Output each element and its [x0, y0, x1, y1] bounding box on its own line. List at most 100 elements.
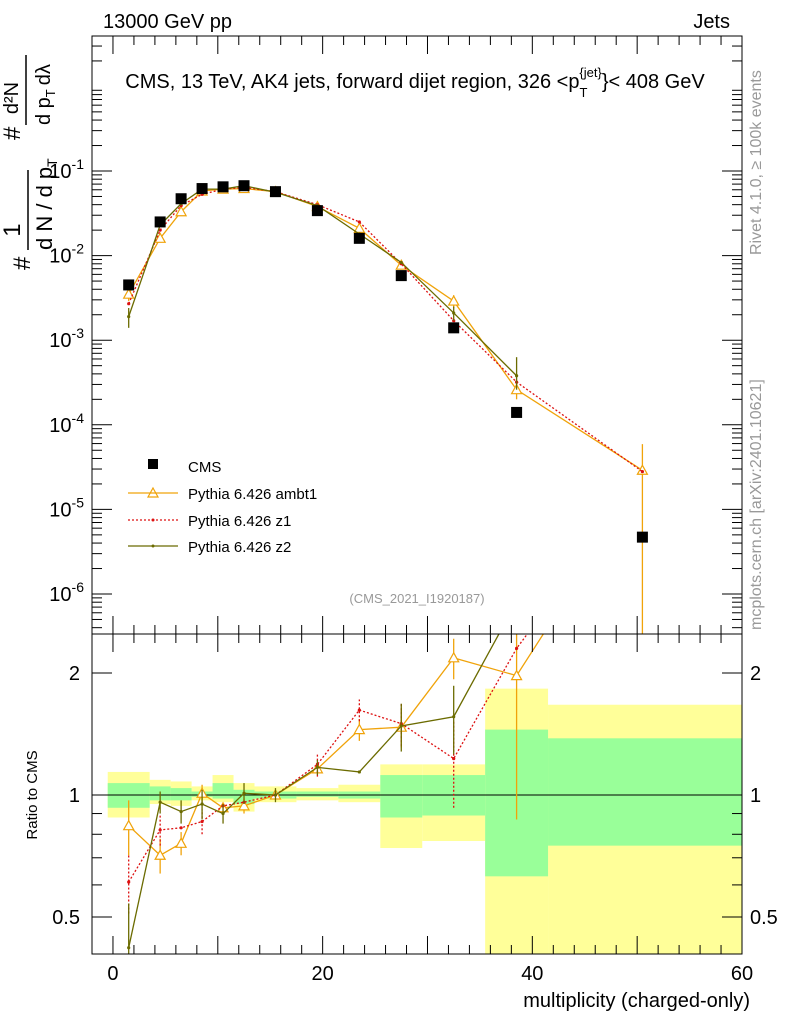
data-point-cms	[353, 232, 365, 244]
svg-text:d pTdλ: d pTdλ	[33, 64, 58, 125]
ratio-point-ambt1	[237, 799, 251, 811]
ratio-point-z2	[399, 724, 403, 728]
data-point-cms	[238, 180, 250, 192]
ratio-point-z2	[515, 600, 518, 603]
svg-text:d²N: d²N	[1, 82, 23, 114]
x-axis-label: multiplicity (charged-only)	[523, 990, 750, 1012]
data-point-cms	[636, 531, 648, 543]
svg-text:#: #	[9, 256, 36, 270]
data-point-z2	[399, 260, 403, 265]
main-ytick-label: 10-3	[49, 325, 84, 352]
ratio-point-z2	[200, 802, 204, 806]
svg-text:1: 1	[0, 223, 26, 236]
ratio-ytick-label: 0.5	[52, 907, 80, 929]
data-point-z2	[452, 311, 456, 315]
main-ytick-label: 10-2	[49, 241, 84, 268]
data-point-cms	[269, 186, 281, 198]
series-line-z2	[128, 185, 518, 377]
ratio-panel: 0 20 40 60 0.5 0.5 1 1 2 2 Ratio to CMS multiplic…	[24, 600, 778, 1012]
rivet-version-label: Rivet 4.1.0, ≥ 100k events	[748, 70, 765, 255]
data-point-ambt1	[636, 464, 649, 475]
x-tick-label: 40	[521, 963, 543, 985]
main-panel: 10-1 10-2 10-3 10-4 10-5 10-6 CMS, 13 TeV, AK…	[0, 35, 743, 635]
data-point-ambt1	[353, 222, 366, 233]
data-point-cms	[217, 181, 229, 193]
mcplots-label: mcplots.cern.ch [arXiv:2401.10621]	[748, 379, 765, 630]
data-point-cms	[448, 322, 460, 334]
data-point-ambt1	[154, 232, 167, 243]
svg-text:d N / d pT: d N / d pT	[32, 158, 60, 250]
uncertainty-band-inner	[296, 791, 339, 797]
ratio-point-z1	[514, 646, 519, 651]
legend-label-ambt1: Pythia 6.426 ambt1	[188, 486, 317, 503]
x-tick-label: 0	[107, 963, 118, 985]
ratio-frame	[91, 633, 743, 955]
legend-label-cms: CMS	[188, 459, 221, 476]
ratio-point-ambt1	[447, 651, 460, 663]
analysis-watermark: (CMS_2021_I1920187)	[349, 591, 484, 606]
chart-title: CMS, 13 TeV, AK4 jets, forward dijet reg…	[125, 65, 705, 100]
data-point-z1	[127, 302, 131, 306]
series-line-z1	[128, 186, 643, 473]
ratio-point-z2	[242, 791, 246, 795]
legend: CMS Pythia 6.426 ambt1 Pythia 6.426 z1 P…	[128, 459, 317, 556]
ratio-point-z2	[179, 809, 183, 814]
y-axis-label: # 1 d N / d pT # d²N d pTdλ	[0, 55, 60, 270]
ratio-ytick-label: 2	[69, 663, 80, 685]
main-ytick-label: 10-4	[49, 410, 84, 437]
data-point-ambt1	[122, 287, 135, 299]
svg-text:#: #	[0, 126, 26, 140]
ratio-ytick-label-right: 2	[750, 663, 761, 685]
ratio-ytick-label: 1	[69, 785, 80, 807]
legend-marker-ambt1	[146, 486, 160, 498]
ratio-point-ambt1	[175, 837, 188, 848]
ratio-point-z1	[452, 756, 456, 761]
ratio-point-z1	[200, 819, 204, 824]
ratio-point-z2	[158, 800, 162, 804]
legend-marker-z1	[151, 518, 155, 522]
main-ytick-label: 10-6	[49, 579, 84, 606]
data-point-cms	[196, 183, 208, 195]
data-point-z2	[127, 315, 131, 319]
ratio-point-z2	[315, 765, 320, 769]
ratio-point-z1	[179, 826, 183, 830]
data-point-cms	[123, 279, 135, 291]
data-point-z1	[158, 228, 162, 232]
uncertainty-band-inner	[170, 788, 192, 801]
ratio-point-z1	[158, 828, 162, 832]
x-tick-label: 60	[731, 963, 753, 985]
main-ytick-label: 10-1	[49, 156, 84, 183]
data-point-cms	[311, 205, 323, 217]
uncertainty-band-inner	[548, 738, 742, 846]
data-point-z1	[640, 469, 645, 474]
ratio-y-label: Ratio to CMS	[24, 750, 41, 839]
header-process: Jets	[693, 11, 730, 33]
ratio-point-ambt1	[353, 723, 366, 735]
data-point-ambt1	[175, 205, 188, 217]
data-point-cms	[395, 270, 407, 282]
ratio-point-ambt1	[154, 849, 167, 860]
legend-marker-z2	[151, 544, 155, 548]
x-tick-label: 20	[312, 963, 334, 985]
ratio-point-z2	[273, 793, 278, 797]
ratio-point-z1	[127, 880, 131, 884]
data-point-z2	[514, 374, 519, 378]
ratio-point-z2	[452, 715, 456, 719]
data-point-cms	[154, 216, 166, 228]
data-point-cms	[175, 193, 187, 205]
uncertainty-band-inner	[380, 775, 423, 818]
main-ytick-label: 10-5	[49, 494, 84, 521]
ratio-ytick-label-right: 0.5	[750, 907, 778, 929]
legend-marker-cms	[148, 459, 158, 469]
ratio-point-z2	[357, 770, 361, 774]
ratio-point-z2	[127, 946, 131, 950]
ratio-line-z2	[128, 634, 500, 948]
legend-label-z2: Pythia 6.426 z2	[188, 539, 291, 556]
data-point-cms	[511, 406, 523, 418]
ratio-point-ambt1	[510, 669, 523, 681]
header-energy: 13000 GeV pp	[103, 11, 232, 33]
ratio-point-z2	[221, 811, 225, 816]
ratio-point-ambt1	[122, 819, 135, 831]
data-point-ambt1	[447, 294, 460, 306]
